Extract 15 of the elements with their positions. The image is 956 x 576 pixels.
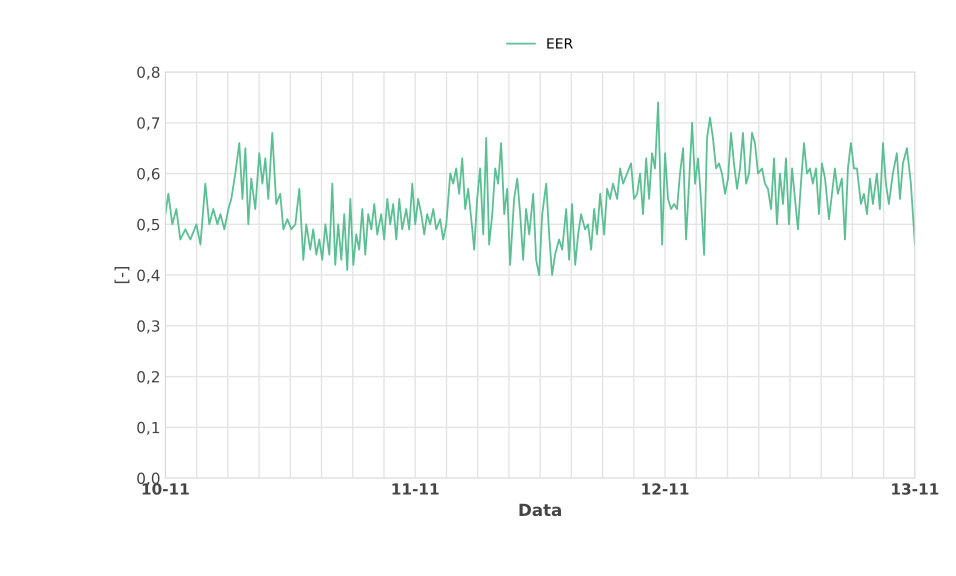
y-tick-label: 0,3 <box>137 320 160 334</box>
y-tick-label: 0,1 <box>137 422 160 435</box>
x-tick-label: 11-11 <box>392 483 439 495</box>
x-tick-label: 13-11 <box>892 483 938 495</box>
y-tick-label: 0,6 <box>137 168 160 182</box>
y-tick-label: 0,7 <box>137 117 160 130</box>
y-tick-label: 0,5 <box>137 218 160 232</box>
y-tick-label: 0,4 <box>137 270 160 283</box>
x-tick-label: 12-11 <box>642 483 688 495</box>
x-tick-label: 10-11 <box>142 483 189 495</box>
legend-label: EER <box>547 38 573 48</box>
y-axis-title: [-] <box>114 266 130 284</box>
y-tick-label: 0,2 <box>137 371 159 384</box>
x-axis-title: Data <box>520 504 561 516</box>
y-tick-label: 0,8 <box>137 66 160 80</box>
